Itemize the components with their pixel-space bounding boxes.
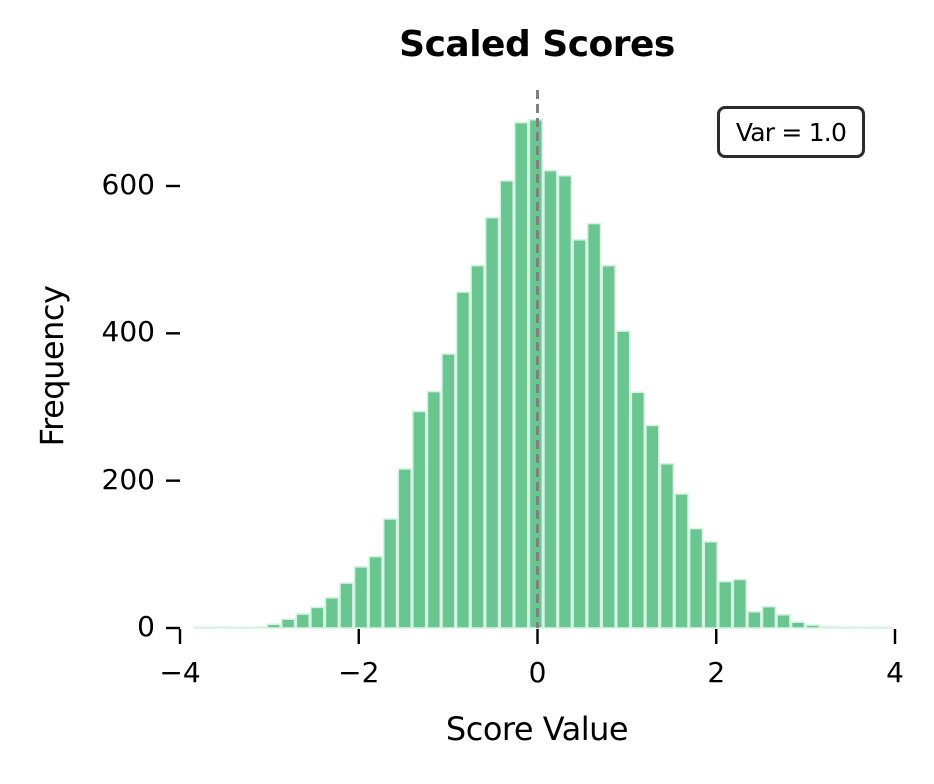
- x-tick-label: 2: [707, 656, 726, 689]
- histogram-bar: [645, 424, 660, 629]
- histogram-bar: [878, 626, 893, 629]
- histogram-bar: [776, 613, 791, 629]
- histogram-bar: [310, 606, 325, 629]
- histogram-bar: [280, 618, 296, 629]
- histogram-bar: [761, 605, 777, 629]
- histogram-bar: [397, 468, 413, 629]
- histogram-bar: [266, 623, 281, 629]
- histogram-bar: [251, 626, 267, 629]
- histogram-bar: [441, 353, 456, 629]
- histogram-bar: [295, 613, 311, 629]
- histogram-bar: [484, 216, 500, 629]
- x-axis-label: Score Value: [445, 710, 629, 748]
- histogram-bar: [470, 264, 485, 629]
- histogram-bar: [499, 180, 514, 629]
- histogram-bar: [703, 541, 718, 629]
- histogram-bar: [601, 264, 616, 629]
- histogram-bar: [193, 626, 209, 629]
- histogram-bar: [863, 626, 879, 629]
- x-tick-label: 0: [528, 656, 547, 689]
- histogram-bar: [615, 330, 631, 629]
- histogram-bar: [819, 625, 835, 629]
- histogram-bar: [747, 610, 762, 629]
- histogram-bar: [513, 121, 529, 629]
- histogram-bar: [790, 621, 806, 629]
- axis-ticks: [166, 184, 897, 644]
- histogram-bar: [324, 596, 340, 629]
- histogram-bar: [382, 518, 398, 629]
- histogram-bars: [193, 118, 893, 629]
- histogram-bar: [688, 527, 704, 629]
- histogram-bar: [528, 118, 544, 629]
- histogram-bar: [834, 626, 850, 629]
- histogram-bar: [732, 578, 748, 629]
- histogram-bar: [237, 626, 252, 629]
- histogram-bar: [426, 390, 442, 629]
- x-tick-label: −2: [338, 656, 380, 689]
- histogram-bar: [543, 169, 558, 629]
- variance-annotation-box: Var = 1.0: [717, 106, 865, 158]
- histogram-bar: [222, 626, 238, 629]
- histogram-bar: [368, 555, 383, 629]
- histogram-bar: [805, 624, 820, 629]
- histogram-bar: [339, 582, 354, 629]
- histogram-bar: [717, 580, 733, 629]
- histogram-bar: [455, 291, 471, 629]
- x-tick-label: −4: [159, 656, 201, 689]
- histogram-bar: [586, 222, 602, 629]
- histogram-bar: [353, 566, 369, 629]
- y-tick-label: 200: [101, 462, 155, 496]
- histogram-bar: [557, 174, 573, 629]
- histogram-bar: [208, 626, 223, 629]
- x-tick-label: 4: [886, 656, 904, 689]
- histogram-bar: [412, 410, 427, 629]
- chart-title: Scaled Scores: [399, 24, 675, 65]
- y-tick-label: 400: [101, 315, 155, 349]
- variance-annotation-text: Var = 1.0: [735, 117, 847, 147]
- y-tick-label: 600: [101, 168, 155, 201]
- histogram-bar: [674, 493, 689, 629]
- histogram-bar: [849, 626, 864, 629]
- y-tick-label: 0: [137, 610, 155, 643]
- y-axis-label: Frequency: [33, 285, 71, 447]
- histogram-bar: [572, 238, 587, 629]
- histogram-bar: [659, 462, 675, 629]
- histogram-bar: [630, 391, 646, 629]
